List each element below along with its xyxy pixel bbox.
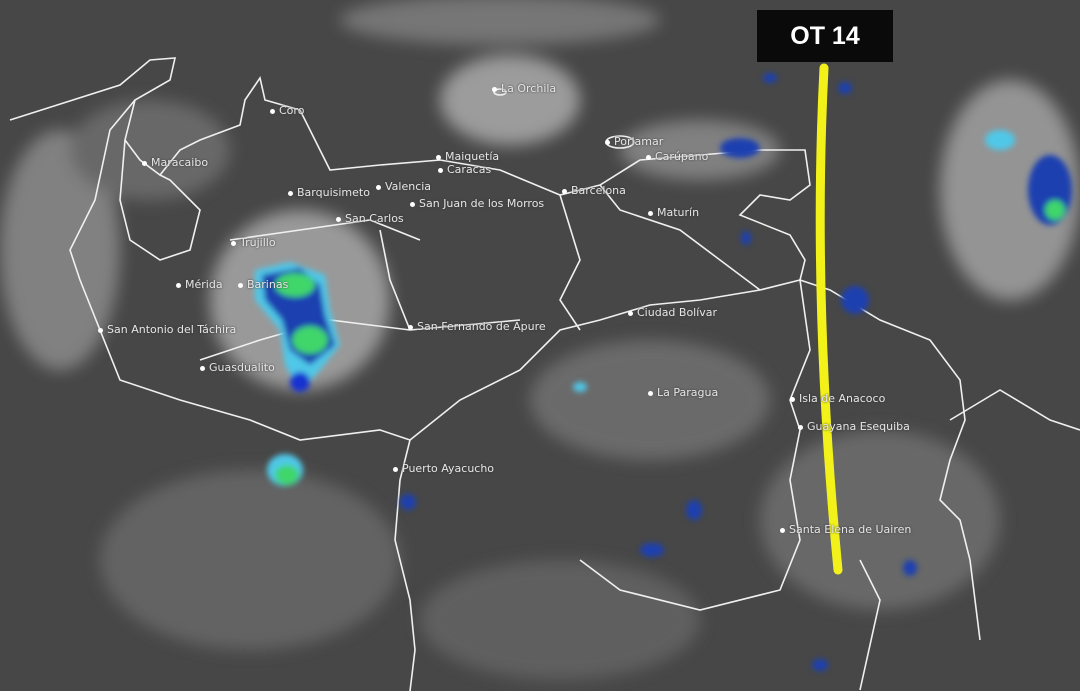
- city-label: San Carlos: [336, 212, 404, 225]
- city-label: San Juan de los Morros: [410, 197, 544, 210]
- ot-14-label: OT 14: [757, 10, 893, 62]
- city-label: La Paragua: [648, 386, 718, 399]
- city-label: Trujillo: [231, 236, 276, 249]
- city-dot-icon: [408, 324, 413, 330]
- city-label: Mérida: [176, 278, 223, 291]
- city-dot-icon: [393, 466, 398, 472]
- ot-14-track-line: [815, 63, 843, 575]
- city-dot-icon: [410, 201, 415, 207]
- city-dot-icon: [98, 327, 103, 333]
- convective-storms: [255, 73, 1072, 671]
- city-dot-icon: [780, 527, 785, 533]
- city-label: Barinas: [238, 278, 288, 291]
- city-dot-icon: [492, 86, 497, 92]
- city-dot-icon: [238, 282, 243, 288]
- city-dot-icon: [142, 160, 147, 166]
- city-label: San Antonio del Táchira: [98, 323, 236, 336]
- city-label: Ciudad Bolívar: [628, 306, 717, 319]
- city-label: Maiquetía: [436, 150, 499, 163]
- city-dot-icon: [648, 390, 653, 396]
- city-dot-icon: [336, 216, 341, 222]
- city-dot-icon: [628, 310, 633, 316]
- city-dot-icon: [436, 154, 441, 160]
- city-dot-icon: [605, 139, 610, 145]
- city-label: Coro: [270, 104, 304, 117]
- city-label: Guayana Esequiba: [798, 420, 910, 433]
- city-dot-icon: [376, 184, 381, 190]
- city-label: Caracas: [438, 163, 491, 176]
- city-label: Porlamar: [605, 135, 663, 148]
- city-label: Valencia: [376, 180, 431, 193]
- city-label: Barcelona: [562, 184, 626, 197]
- city-label: Isla de Anacoco: [790, 392, 885, 405]
- city-dot-icon: [438, 167, 443, 173]
- city-dot-icon: [200, 365, 205, 371]
- city-dot-icon: [288, 190, 293, 196]
- city-dot-icon: [790, 396, 795, 402]
- city-label: Puerto Ayacucho: [393, 462, 494, 475]
- city-dot-icon: [648, 210, 653, 216]
- city-label: Santa Elena de Uairen: [780, 523, 911, 536]
- city-label: Carúpano: [646, 150, 708, 163]
- city-dot-icon: [231, 240, 236, 246]
- city-label: La Orchila: [492, 82, 556, 95]
- city-label: Barquisimeto: [288, 186, 370, 199]
- city-label: Guasdualito: [200, 361, 275, 374]
- city-dot-icon: [270, 108, 275, 114]
- city-label: Maracaibo: [142, 156, 208, 169]
- city-dot-icon: [798, 424, 803, 430]
- city-label: Maturín: [648, 206, 699, 219]
- city-dot-icon: [176, 282, 181, 288]
- city-dot-icon: [646, 154, 651, 160]
- city-label: San Fernando de Apure: [408, 320, 546, 333]
- city-dot-icon: [562, 188, 567, 194]
